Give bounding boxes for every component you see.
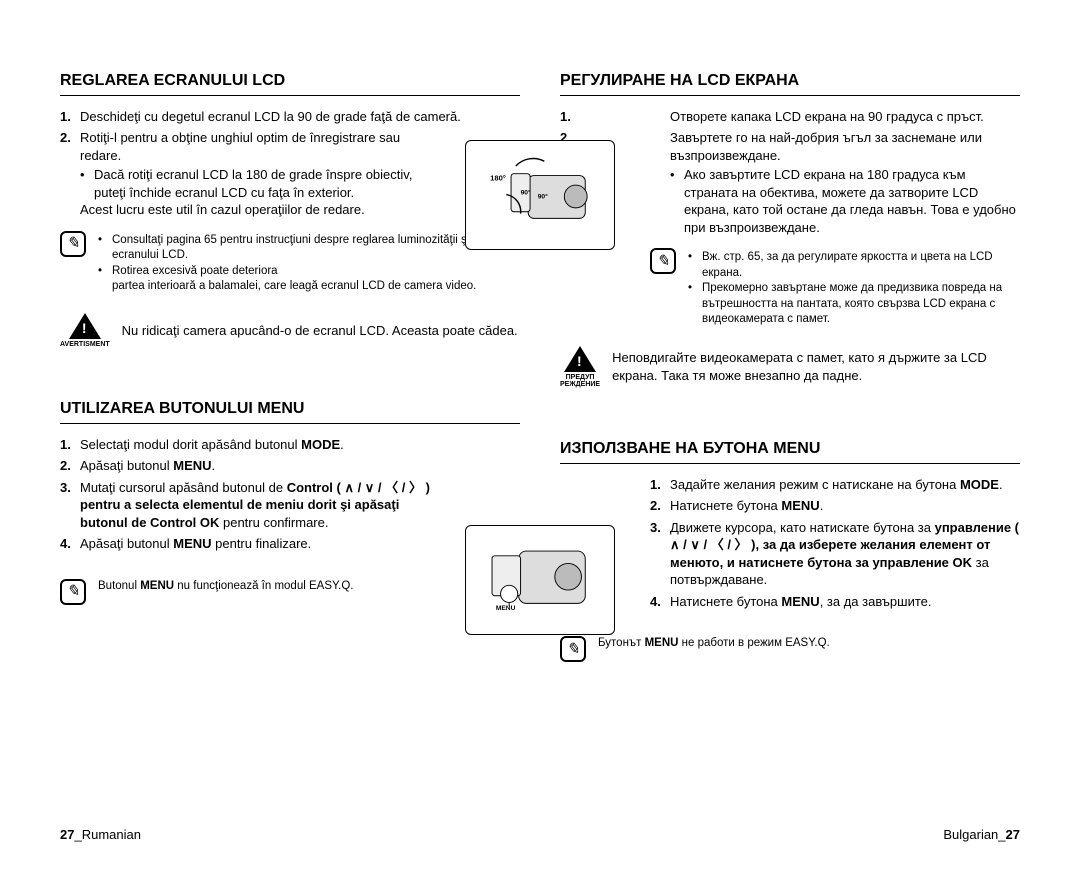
left-sec2-note: Butonul MENU nu funcţionează în modul EA… bbox=[98, 579, 354, 595]
right-sec2-list: Задайте желания режим с натискане на бут… bbox=[560, 476, 1020, 611]
left-sec1-note: Consultaţi pagina 65 pentru instrucţiuni… bbox=[98, 231, 520, 295]
left-sec2-i4: Apăsaţi butonul MENU pentru finalizare. bbox=[80, 535, 440, 553]
right-note1a: Вж. стр. 65, за да регулирате яркостта и… bbox=[702, 250, 1020, 281]
right-sec2-note: Бутонът MENU не работи в режим EASY.Q. bbox=[598, 636, 830, 652]
right-sec1-i2: Завъртете го на най-добрия ъгъл за засне… bbox=[580, 129, 1020, 236]
menu-button-diagram: MENU bbox=[465, 525, 615, 635]
right-sec1-title: РЕГУЛИРАНЕ НА LCD ЕКРАНА bbox=[560, 70, 1020, 96]
lcd-rotation-diagram: 180° 90° 90° bbox=[465, 140, 615, 250]
right-sec1-i1: Отворете капака LCD екрана на 90 градуса… bbox=[580, 108, 1020, 126]
right-footer: Bulgarian_27 bbox=[943, 826, 1020, 844]
left-note1c: partea interioară a balamalei, care leag… bbox=[112, 280, 476, 292]
right-note1b: Прекомерно завъртане може да предизвика … bbox=[702, 281, 1020, 328]
left-sec2-i3: Mutaţi cursorul apăsând butonul de Contr… bbox=[80, 479, 440, 532]
note-icon: ✎ bbox=[650, 248, 676, 274]
right-column: РЕГУЛИРАНЕ НА LCD ЕКРАНА Отворете капака… bbox=[560, 70, 1020, 844]
right-sec1-list: Отворете капака LCD екрана на 90 градуса… bbox=[560, 108, 1020, 241]
svg-text:180°: 180° bbox=[491, 174, 507, 183]
right-warn-label: ПРЕДУПРЕЖДЕНИЕ bbox=[560, 374, 600, 388]
svg-text:MENU: MENU bbox=[496, 605, 516, 612]
right-sec2-title: ИЗПОЛЗВАНЕ НА БУТОНА MENU bbox=[560, 438, 1020, 464]
svg-text:90°: 90° bbox=[521, 189, 531, 197]
left-sec1-sub2b: Acest lucru este util în cazul operaţiil… bbox=[80, 201, 440, 219]
warning-icon: AVERTISMENT bbox=[60, 313, 110, 348]
note-icon: ✎ bbox=[560, 636, 586, 662]
right-sec1-i2-text: Завъртете го на най-добрия ъгъл за засне… bbox=[670, 130, 982, 163]
left-note1a: Consultaţi pagina 65 pentru instrucţiuni… bbox=[112, 233, 520, 264]
right-sec2-i1: Задайте желания режим с натискане на бут… bbox=[670, 476, 1020, 494]
left-sec1-list: Deschideţi cu degetul ecranul LCD la 90 … bbox=[60, 108, 520, 223]
left-sec1-item2-text: Rotiţi-l pentru a obţine unghiul optim d… bbox=[80, 130, 400, 163]
left-sec2-i2: Apăsaţi butonul MENU. bbox=[80, 457, 440, 475]
left-sec1-title: REGLAREA ECRANULUI LCD bbox=[60, 70, 520, 96]
left-sec1-item2: Rotiţi-l pentru a obţine unghiul optim d… bbox=[80, 129, 520, 219]
left-sec1-item1: Deschideţi cu degetul ecranul LCD la 90 … bbox=[80, 108, 520, 126]
left-note1b-wrapper: Rotirea excesivă poate deteriora partea … bbox=[112, 264, 520, 295]
right-sec2-i3: Движете курсора, като натискате бутона з… bbox=[670, 519, 1020, 589]
left-sec2-list: Selectaţi modul dorit apăsând butonul MO… bbox=[60, 436, 520, 553]
note-icon: ✎ bbox=[60, 231, 86, 257]
warning-icon: ПРЕДУПРЕЖДЕНИЕ bbox=[560, 346, 600, 388]
right-sec2-i4: Натиснете бутона MENU, за да завършите. bbox=[670, 593, 1020, 611]
left-warn-label: AVERTISMENT bbox=[60, 341, 110, 348]
left-warn-text: Nu ridicaţi camera apucând-o de ecranul … bbox=[122, 322, 518, 340]
right-warn-text: Неповдигайте видеокамерата с памет, като… bbox=[612, 349, 1020, 384]
right-sec1-note: Вж. стр. 65, за да регулирате яркостта и… bbox=[688, 248, 1020, 328]
left-column: REGLAREA ECRANULUI LCD Deschideţi cu deg… bbox=[60, 70, 520, 844]
svg-text:90°: 90° bbox=[538, 193, 548, 201]
left-sec2-title: UTILIZAREA BUTONULUI MENU bbox=[60, 398, 520, 424]
right-sec2-i2: Натиснете бутона MENU. bbox=[670, 497, 1020, 515]
left-note1b: Rotirea excesivă poate deteriora bbox=[112, 265, 278, 277]
left-sec2-i1: Selectaţi modul dorit apăsând butonul MO… bbox=[80, 436, 440, 454]
note-icon: ✎ bbox=[60, 579, 86, 605]
left-sec1-sub2: Dacă rotiţi ecranul LCD la 180 de grade … bbox=[94, 166, 440, 201]
right-sec1-sub2: Ако завъртите LCD екрана на 180 градуса … bbox=[684, 166, 1020, 236]
left-footer: 27_Rumanian bbox=[60, 826, 141, 844]
